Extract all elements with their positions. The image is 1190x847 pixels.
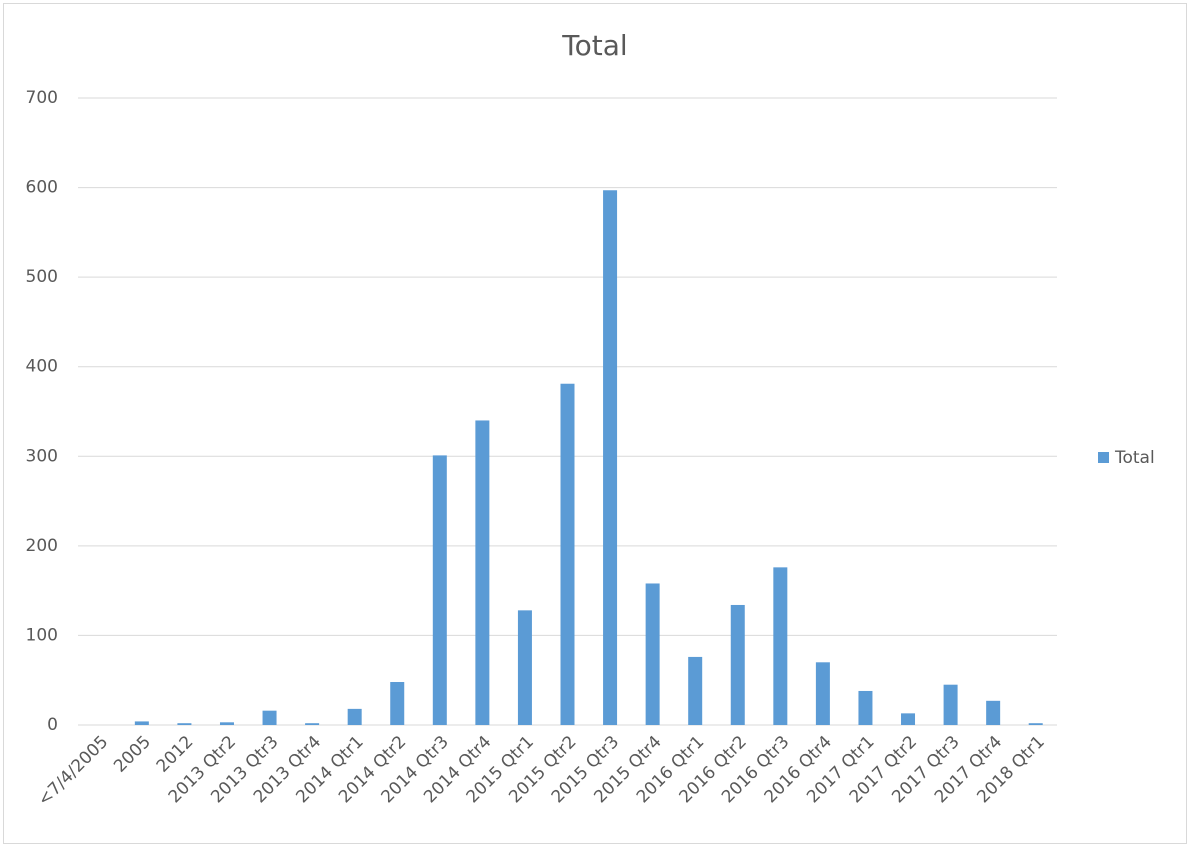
chart-frame — [3, 3, 1187, 844]
bar — [773, 567, 788, 725]
bar — [475, 420, 490, 725]
bar — [134, 721, 149, 725]
bar — [517, 610, 532, 725]
legend-swatch — [1098, 452, 1109, 463]
y-tick-label: 600 — [26, 178, 58, 198]
bar — [305, 723, 320, 725]
bar — [262, 710, 277, 725]
chart-title: Total — [561, 29, 627, 62]
bar — [815, 662, 830, 725]
bar — [603, 190, 618, 726]
bar — [1028, 723, 1043, 725]
bar — [560, 383, 575, 725]
y-tick-label: 300 — [26, 446, 58, 466]
bar — [688, 656, 703, 725]
bar — [730, 604, 745, 725]
bar — [177, 723, 192, 725]
bar — [347, 708, 362, 725]
bar — [390, 682, 405, 725]
y-tick-label: 500 — [26, 267, 58, 287]
legend-label: Total — [1114, 448, 1155, 468]
y-tick-label: 400 — [26, 357, 58, 377]
y-tick-label: 100 — [26, 625, 58, 645]
y-tick-label: 700 — [26, 88, 58, 108]
bar — [432, 455, 447, 725]
y-tick-label: 0 — [47, 715, 58, 735]
y-tick-label: 200 — [26, 536, 58, 556]
bar — [943, 684, 958, 725]
bar — [645, 583, 660, 725]
bar — [219, 722, 234, 725]
bar — [858, 690, 873, 725]
bar — [901, 713, 916, 725]
bar — [986, 700, 1001, 725]
